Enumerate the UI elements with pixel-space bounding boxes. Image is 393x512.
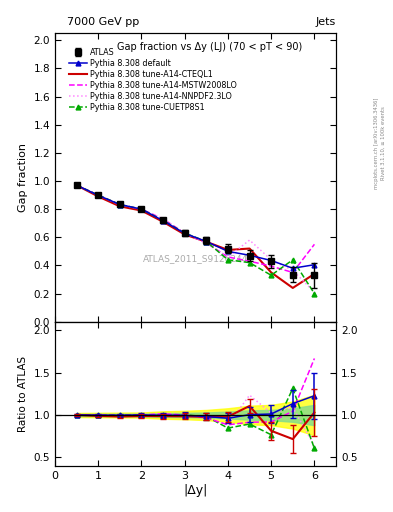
Pythia 8.308 default bbox=[161, 218, 165, 224]
Pythia 8.308 tune-CUETP8S1 bbox=[312, 290, 317, 296]
Pythia 8.308 tune-CUETP8S1 bbox=[290, 257, 295, 263]
Pythia 8.308 tune-A14-CTEQL1 bbox=[139, 207, 144, 214]
Pythia 8.308 tune-A14-NNPDF2.3LO bbox=[247, 237, 252, 243]
Pythia 8.308 default bbox=[182, 230, 187, 237]
Pythia 8.308 tune-A14-NNPDF2.3LO bbox=[139, 206, 144, 212]
Pythia 8.308 tune-A14-MSTW2008LO bbox=[247, 258, 252, 264]
Pythia 8.308 tune-A14-NNPDF2.3LO bbox=[226, 254, 230, 260]
Text: Jets: Jets bbox=[316, 16, 336, 27]
Pythia 8.308 tune-CUETP8S1 bbox=[96, 192, 101, 198]
Pythia 8.308 tune-CUETP8S1 bbox=[247, 260, 252, 266]
Line: Pythia 8.308 tune-A14-CTEQL1: Pythia 8.308 tune-A14-CTEQL1 bbox=[77, 185, 314, 288]
Pythia 8.308 default bbox=[226, 248, 230, 254]
Pythia 8.308 default bbox=[139, 206, 144, 212]
Line: Pythia 8.308 default: Pythia 8.308 default bbox=[74, 183, 317, 271]
Pythia 8.308 tune-A14-MSTW2008LO bbox=[290, 269, 295, 275]
Pythia 8.308 tune-A14-MSTW2008LO bbox=[182, 230, 187, 236]
Pythia 8.308 tune-A14-NNPDF2.3LO bbox=[118, 201, 122, 207]
Pythia 8.308 default bbox=[247, 252, 252, 259]
Pythia 8.308 tune-A14-NNPDF2.3LO bbox=[312, 289, 317, 295]
Pythia 8.308 tune-CUETP8S1 bbox=[118, 201, 122, 207]
Pythia 8.308 tune-A14-NNPDF2.3LO bbox=[204, 240, 209, 246]
Pythia 8.308 tune-A14-CTEQL1 bbox=[118, 203, 122, 209]
Pythia 8.308 tune-A14-MSTW2008LO bbox=[312, 241, 317, 247]
Pythia 8.308 tune-A14-NNPDF2.3LO bbox=[269, 257, 274, 263]
Line: Pythia 8.308 tune-A14-MSTW2008LO: Pythia 8.308 tune-A14-MSTW2008LO bbox=[77, 185, 314, 272]
Pythia 8.308 tune-A14-MSTW2008LO bbox=[161, 216, 165, 222]
Pythia 8.308 default bbox=[269, 258, 274, 264]
Pythia 8.308 default bbox=[312, 262, 317, 268]
Pythia 8.308 tune-A14-CTEQL1 bbox=[269, 269, 274, 275]
Pythia 8.308 tune-CUETP8S1 bbox=[204, 239, 209, 245]
Pythia 8.308 tune-A14-MSTW2008LO bbox=[96, 192, 101, 198]
Y-axis label: Gap fraction: Gap fraction bbox=[18, 143, 28, 212]
Pythia 8.308 tune-A14-MSTW2008LO bbox=[139, 206, 144, 212]
Pythia 8.308 default bbox=[204, 239, 209, 245]
Pythia 8.308 tune-A14-NNPDF2.3LO bbox=[161, 216, 165, 222]
Pythia 8.308 default bbox=[290, 265, 295, 271]
Text: 7000 GeV pp: 7000 GeV pp bbox=[67, 16, 139, 27]
Line: Pythia 8.308 tune-CUETP8S1: Pythia 8.308 tune-CUETP8S1 bbox=[74, 183, 317, 296]
Pythia 8.308 tune-A14-NNPDF2.3LO bbox=[182, 230, 187, 236]
Pythia 8.308 tune-A14-NNPDF2.3LO bbox=[290, 267, 295, 273]
Pythia 8.308 tune-A14-MSTW2008LO bbox=[269, 263, 274, 269]
Text: ATLAS_2011_S9126244: ATLAS_2011_S9126244 bbox=[143, 254, 248, 263]
Pythia 8.308 tune-CUETP8S1 bbox=[74, 182, 79, 188]
Pythia 8.308 tune-A14-MSTW2008LO bbox=[74, 182, 79, 188]
Text: Gap fraction vs Δy (LJ) (70 < pT < 90): Gap fraction vs Δy (LJ) (70 < pT < 90) bbox=[117, 42, 302, 52]
Pythia 8.308 tune-A14-CTEQL1 bbox=[290, 285, 295, 291]
Pythia 8.308 tune-CUETP8S1 bbox=[139, 206, 144, 212]
Pythia 8.308 tune-A14-NNPDF2.3LO bbox=[96, 192, 101, 198]
Pythia 8.308 tune-CUETP8S1 bbox=[182, 230, 187, 236]
Legend: ATLAS, Pythia 8.308 default, Pythia 8.308 tune-A14-CTEQL1, Pythia 8.308 tune-A14: ATLAS, Pythia 8.308 default, Pythia 8.30… bbox=[68, 46, 239, 113]
Pythia 8.308 tune-A14-CTEQL1 bbox=[312, 271, 317, 277]
Text: Rivet 3.1.10, ≥ 100k events: Rivet 3.1.10, ≥ 100k events bbox=[381, 106, 386, 180]
Pythia 8.308 tune-A14-MSTW2008LO bbox=[204, 240, 209, 246]
Pythia 8.308 tune-A14-CTEQL1 bbox=[96, 194, 101, 200]
Pythia 8.308 tune-A14-CTEQL1 bbox=[74, 182, 79, 188]
Pythia 8.308 default bbox=[96, 193, 101, 199]
Pythia 8.308 tune-A14-CTEQL1 bbox=[247, 245, 252, 251]
Pythia 8.308 tune-CUETP8S1 bbox=[161, 217, 165, 223]
Pythia 8.308 tune-CUETP8S1 bbox=[269, 272, 274, 279]
Pythia 8.308 default bbox=[74, 182, 79, 188]
Y-axis label: Ratio to ATLAS: Ratio to ATLAS bbox=[18, 356, 28, 432]
Text: mcplots.cern.ch [arXiv:1306.3436]: mcplots.cern.ch [arXiv:1306.3436] bbox=[374, 98, 379, 189]
Pythia 8.308 tune-A14-CTEQL1 bbox=[226, 247, 230, 253]
Pythia 8.308 tune-CUETP8S1 bbox=[226, 257, 230, 263]
X-axis label: |Δy|: |Δy| bbox=[183, 483, 208, 497]
Pythia 8.308 tune-A14-CTEQL1 bbox=[204, 239, 209, 245]
Pythia 8.308 tune-A14-CTEQL1 bbox=[182, 231, 187, 238]
Line: Pythia 8.308 tune-A14-NNPDF2.3LO: Pythia 8.308 tune-A14-NNPDF2.3LO bbox=[77, 185, 314, 292]
Pythia 8.308 tune-A14-MSTW2008LO bbox=[118, 202, 122, 208]
Pythia 8.308 default bbox=[118, 201, 122, 207]
Pythia 8.308 tune-A14-NNPDF2.3LO bbox=[74, 182, 79, 188]
Pythia 8.308 tune-A14-CTEQL1 bbox=[161, 219, 165, 225]
Pythia 8.308 tune-A14-MSTW2008LO bbox=[226, 254, 230, 260]
